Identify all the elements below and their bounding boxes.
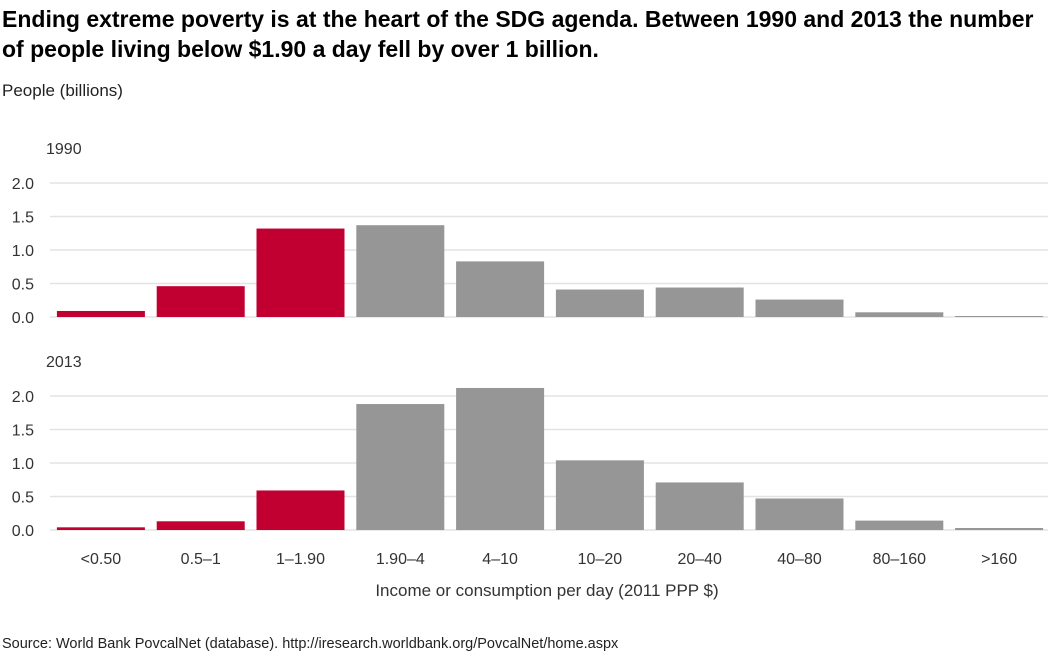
- bar-2013-8: [855, 520, 944, 530]
- bar-1990-2: [256, 228, 345, 317]
- x-tick-label: 10–20: [578, 551, 623, 568]
- x-tick-label: 4–10: [482, 551, 518, 568]
- x-axis-label: Income or consumption per day (2011 PPP …: [375, 581, 718, 600]
- bar-1990-4: [456, 261, 545, 317]
- bar-1990-5: [555, 289, 644, 317]
- bar-1990-6: [655, 287, 744, 317]
- y-tick-label: 1.0: [12, 243, 34, 260]
- bar-2013-3: [356, 404, 445, 530]
- bar-2013-5: [555, 460, 644, 530]
- bar-2013-4: [456, 387, 545, 530]
- bar-2013-6: [655, 482, 744, 530]
- bar-2013-9: [955, 527, 1044, 530]
- x-tick-label: <0.50: [81, 551, 122, 568]
- bar-1990-0: [56, 310, 145, 317]
- y-tick-label: 0.0: [12, 310, 34, 327]
- x-tick-label: 0.5–1: [181, 551, 221, 568]
- bar-1990-8: [855, 312, 944, 317]
- panel-1990: 1990 0.0 0.5 1.0 1.5 2.0: [12, 141, 1048, 327]
- y-tick-label: 0.0: [12, 523, 34, 540]
- x-tick-label: 20–40: [677, 551, 722, 568]
- bar-1990-1: [156, 286, 245, 317]
- y-tick-label: 1.5: [12, 210, 34, 227]
- bar-2013-0: [56, 527, 145, 530]
- x-tick-label: 40–80: [777, 551, 822, 568]
- source-note: Source: World Bank PovcalNet (database).…: [2, 636, 619, 652]
- bar-1990-7: [755, 299, 844, 317]
- panel-2013: 2013 0.0 0.5 1.0 1.5 2.0: [12, 354, 1048, 540]
- bar-2013-2: [256, 490, 345, 530]
- y-tick-label: 1.5: [12, 423, 34, 440]
- y-tick-label: 1.0: [12, 456, 34, 473]
- x-tick-label: 1–1.90: [276, 551, 325, 568]
- y-tick-label: 0.5: [12, 277, 34, 294]
- y-tick-label: 2.0: [12, 176, 34, 193]
- x-tick-label: 1.90–4: [376, 551, 425, 568]
- bar-2013-7: [755, 498, 844, 530]
- y-tick-label: 0.5: [12, 490, 34, 507]
- panel-label: 1990: [46, 141, 82, 158]
- x-tick-label: 80–160: [873, 551, 926, 568]
- x-tick-label: >160: [981, 551, 1017, 568]
- y-tick-label: 2.0: [12, 389, 34, 406]
- panel-label: 2013: [46, 354, 82, 371]
- bar-2013-1: [156, 521, 245, 530]
- y-axis-label: People (billions): [2, 81, 123, 100]
- bar-1990-9: [955, 316, 1044, 317]
- bar-1990-3: [356, 225, 445, 317]
- chart-title: Ending extreme poverty is at the heart o…: [2, 6, 1034, 62]
